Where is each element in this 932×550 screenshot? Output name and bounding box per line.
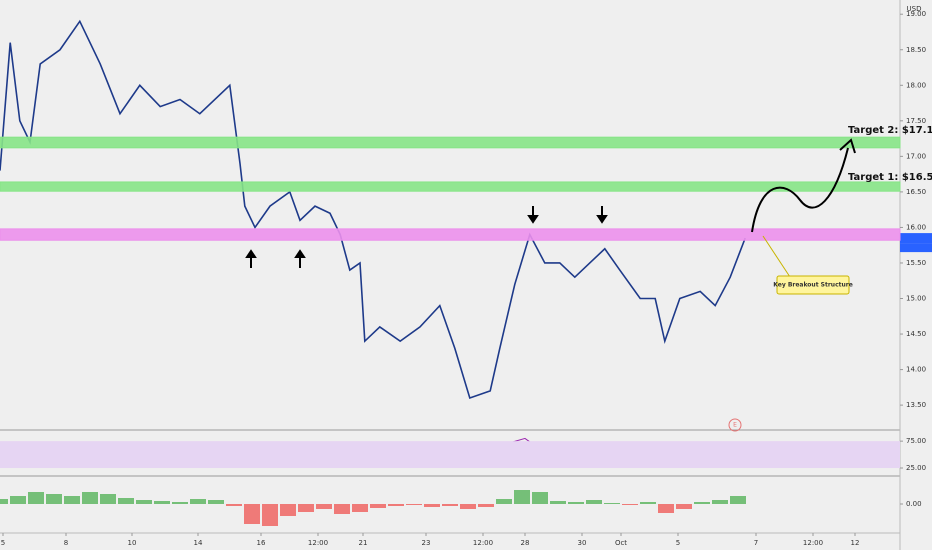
event-marker: [728, 418, 742, 432]
y-tick-label: 14.00: [906, 366, 926, 374]
histogram-bar: [64, 496, 80, 504]
currency: USD: [907, 5, 922, 13]
histogram-bar: [568, 502, 584, 504]
rsi-band: [0, 441, 900, 469]
x-tick-label: 12:00: [308, 539, 328, 547]
callout-box: [776, 275, 850, 295]
histogram-bar: [262, 504, 278, 526]
x-tick-label: 7: [754, 539, 758, 547]
histogram-bar: [370, 504, 386, 508]
x-tick-label: 14: [194, 539, 203, 547]
histogram-bar: [496, 499, 512, 504]
y-tick-label: 13.50: [906, 401, 926, 409]
x-tick-label: 5: [1, 539, 5, 547]
histogram-bar: [478, 504, 494, 507]
arrows: [245, 206, 608, 268]
y-tick-label: 18.50: [906, 46, 926, 54]
x-tick-label: 8: [64, 539, 68, 547]
x-tick-label: 5: [676, 539, 680, 547]
arrow-head: [596, 215, 608, 224]
x-tick-label: 12:00: [473, 539, 493, 547]
callout-text: Key Breakout Structure: [773, 282, 853, 289]
histogram-bar: [712, 500, 728, 504]
histogram-bar: [10, 496, 26, 504]
histogram-bar: [622, 504, 638, 505]
arrow-head: [294, 249, 306, 258]
histogram-bar: [280, 504, 296, 516]
y-tick-label: 0.00: [906, 500, 922, 508]
price-zone: [0, 136, 901, 149]
x-tick-label: Oct: [615, 539, 627, 547]
histogram-bar: [0, 499, 8, 504]
y-tick-label: 18.00: [906, 81, 926, 89]
histogram-bar: [550, 501, 566, 504]
y-tick-label: 17.00: [906, 152, 926, 160]
histogram-bar: [172, 502, 188, 504]
histogram-bar: [154, 501, 170, 504]
histogram-bar: [298, 504, 314, 512]
histogram-bar: [352, 504, 368, 512]
x-tick-label: 12:00: [803, 539, 823, 547]
histogram-bar: [730, 496, 746, 504]
histogram-bar: [406, 504, 422, 505]
x-tick-label: 16: [257, 539, 266, 547]
arrow-head: [527, 215, 539, 224]
histogram-bar: [208, 500, 224, 504]
histogram-bar: [586, 500, 602, 504]
x-tick-label: 28: [521, 539, 530, 547]
projection-arrowhead: [839, 138, 856, 154]
histogram-bar: [82, 492, 98, 504]
x-tick-label: 30: [578, 539, 587, 547]
target-1-label: Target 1: $16.50: [848, 172, 932, 183]
histogram-bar: [676, 504, 692, 509]
y-tick-label: 16.00: [906, 223, 926, 231]
histogram-bar: [46, 494, 62, 504]
histogram-bar: [226, 504, 242, 506]
histogram-bar: [136, 500, 152, 504]
histogram-bar: [28, 492, 44, 504]
histogram-bar: [190, 499, 206, 504]
histogram-bar: [316, 504, 332, 509]
histogram-bar: [442, 504, 458, 506]
y-tick-label: 16.50: [906, 188, 926, 196]
event-label: E: [733, 422, 737, 429]
y-tick-label: 17.50: [906, 117, 926, 125]
y-tick-label: 19.00: [906, 10, 926, 18]
histogram-bar: [424, 504, 440, 507]
price-zone: [0, 181, 901, 192]
y-tick-label: 15.00: [906, 295, 926, 303]
y-tick-label: 75.00: [906, 437, 926, 445]
histogram-bar: [658, 504, 674, 513]
histogram-bar: [640, 502, 656, 504]
histogram-bar: [334, 504, 350, 514]
histogram-bar: [604, 503, 620, 504]
target-2-label: Target 2: $17.10: [848, 125, 932, 136]
x-tick-label: 12: [851, 539, 860, 547]
x-tick-label: 23: [422, 539, 431, 547]
x-tick-label: 10: [128, 539, 137, 547]
histogram-bar: [100, 494, 116, 504]
x-tick-label: 21: [359, 539, 368, 547]
histogram-bar: [244, 504, 260, 524]
arrow-head: [245, 249, 257, 258]
price-line: [0, 19, 746, 400]
y-tick-label: 15.50: [906, 259, 926, 267]
y-tick-label: 14.50: [906, 330, 926, 338]
histogram-bar: [118, 498, 134, 504]
callout-pointer: [762, 235, 791, 278]
last-price-box: [900, 233, 932, 244]
projection-path: [751, 147, 849, 233]
price-zone: [0, 228, 901, 241]
histogram-bar: [532, 492, 548, 504]
histogram-bar: [514, 490, 530, 504]
countdown-box: [900, 243, 932, 253]
y-tick-label: 25.00: [906, 464, 926, 472]
histogram-bar: [460, 504, 476, 509]
histogram-bar: [388, 504, 404, 506]
histogram-bar: [694, 502, 710, 504]
